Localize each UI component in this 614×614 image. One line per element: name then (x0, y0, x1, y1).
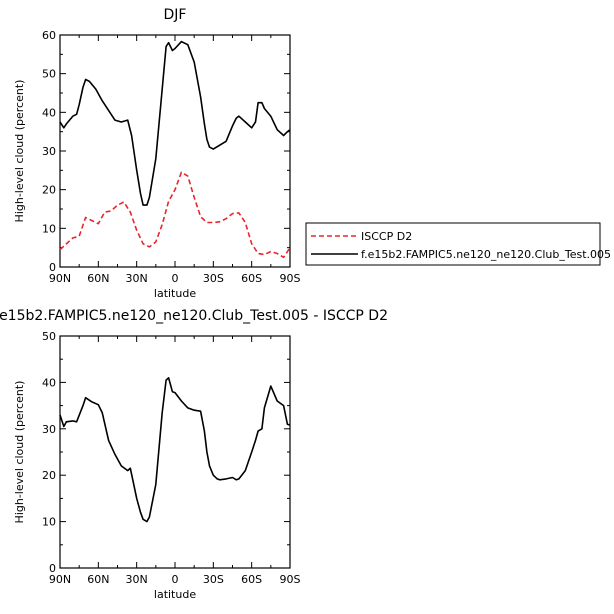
legend: ISCCP D2 f.e15b2.FAMPIC5.ne120_ne120.Club… (305, 222, 611, 266)
x-tick-label: 0 (172, 272, 179, 285)
legend-label-2: f.e15b2.FAMPIC5.ne120_ne120.Club_Test.00… (361, 248, 611, 261)
x-axis-label: latitude (154, 287, 196, 300)
x-tick-label: 30S (203, 272, 224, 285)
legend-label-1: ISCCP D2 (361, 230, 412, 243)
chart-title: f.e15b2.FAMPIC5.ne120_ne120.Club_Test.00… (0, 308, 388, 324)
y-tick-label: 20 (42, 184, 56, 197)
x-tick-label: 60N (87, 272, 109, 285)
x-tick-label: 90N (49, 573, 71, 586)
x-tick-label: 60N (87, 573, 109, 586)
chart-title: DJF (164, 7, 187, 23)
chart-panel-1: DJF 0 10 20 30 40 50 60 90N 60N 30N 0 30S 60S 90S latit… (13, 7, 611, 300)
y-tick-label: 30 (42, 145, 56, 158)
y-tick-label: 60 (42, 29, 56, 42)
y-tick-label: 50 (42, 330, 56, 343)
y-tick-label: 30 (42, 423, 56, 436)
x-tick-label: 30N (126, 272, 148, 285)
x-tick-label: 30N (126, 573, 148, 586)
legend-box (305, 222, 601, 266)
series-line-2 (59, 40, 291, 206)
plot-frame (59, 34, 291, 268)
y-tick-label: 10 (42, 222, 56, 235)
y-tick-label: 10 (42, 516, 56, 529)
series-line-1 (59, 171, 291, 259)
y-tick-label: 0 (49, 562, 56, 575)
x-tick-label: 30S (203, 573, 224, 586)
plot-frame (59, 335, 291, 569)
y-tick-label: 40 (42, 376, 56, 389)
x-tick-label: 60S (241, 573, 262, 586)
x-tick-label: 90S (280, 573, 301, 586)
y-tick-label: 0 (49, 261, 56, 274)
x-tick-label: 90N (49, 272, 71, 285)
x-tick-label: 60S (241, 272, 262, 285)
chart-panel-2: f.e15b2.FAMPIC5.ne120_ne120.Club_Test.00… (0, 308, 388, 601)
x-tick-label: 0 (172, 573, 179, 586)
y-axis-label: High-level cloud (percent) (13, 381, 26, 524)
series-line-1 (59, 376, 291, 523)
y-tick-label: 50 (42, 68, 56, 81)
y-tick-label: 40 (42, 106, 56, 119)
y-axis-label: High-level cloud (percent) (13, 80, 26, 223)
y-tick-label: 20 (42, 469, 56, 482)
x-tick-label: 90S (280, 272, 301, 285)
x-axis-label: latitude (154, 588, 196, 601)
